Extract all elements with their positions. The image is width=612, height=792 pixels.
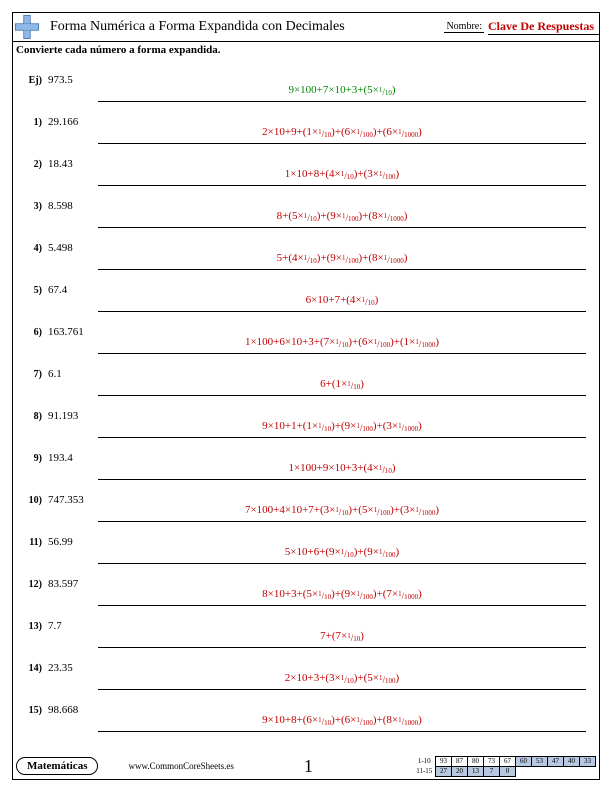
answer-line: 6+(1×1/10) xyxy=(98,378,586,396)
problem-label: 13) xyxy=(18,621,42,648)
problem-row: 8)91.1939×10+1+(1×1/10)+(9×1/100)+(3×1/1… xyxy=(18,396,586,438)
score-cell: 60 xyxy=(516,756,532,766)
problem-label: 8) xyxy=(18,411,42,438)
problem-row: 5)67.46×10+7+(4×1/10) xyxy=(18,270,586,312)
score-cell: 7 xyxy=(484,766,500,776)
page-number: 1 xyxy=(304,756,313,777)
answer-line: 2×10+3+(3×1/10)+(5×1/100) xyxy=(98,672,586,690)
problem-label: 6) xyxy=(18,327,42,354)
problem-number: 18.43 xyxy=(42,158,98,186)
source-url: www.CommonCoreSheets.es xyxy=(128,761,233,771)
answer-line: 9×10+1+(1×1/10)+(9×1/100)+(3×1/1000) xyxy=(98,420,586,438)
score-cell: 67 xyxy=(500,756,516,766)
score-row-label: 11-15 xyxy=(414,766,436,776)
problem-number: 83.597 xyxy=(42,578,98,606)
answer-line: 1×100+6×10+3+(7×1/10)+(6×1/100)+(1×1/100… xyxy=(98,336,586,354)
problem-label: 15) xyxy=(18,705,42,732)
problem-row: 15)98.6689×10+8+(6×1/10)+(6×1/100)+(8×1/… xyxy=(18,690,586,732)
problem-list: Ej)973.59×100+7×10+3+(5×1/10)1)29.1662×1… xyxy=(18,60,586,732)
problem-row: 12)83.5978×10+3+(5×1/10)+(9×1/100)+(7×1/… xyxy=(18,564,586,606)
problem-label: 2) xyxy=(18,159,42,186)
problem-row: 1)29.1662×10+9+(1×1/10)+(6×1/100)+(6×1/1… xyxy=(18,102,586,144)
score-cell: 13 xyxy=(468,766,484,776)
problem-label: 5) xyxy=(18,285,42,312)
problem-label: 4) xyxy=(18,243,42,270)
score-cell: 40 xyxy=(564,756,580,766)
problem-number: 193.4 xyxy=(42,452,98,480)
name-label: Nombre: xyxy=(444,21,484,33)
score-cell: 93 xyxy=(436,756,452,766)
problem-row: 14)23.352×10+3+(3×1/10)+(5×1/100) xyxy=(18,648,586,690)
problem-number: 5.498 xyxy=(42,242,98,270)
score-grid: 1-1093878073676053474033 11-1527201370 xyxy=(414,756,597,777)
answer-line: 6×10+7+(4×1/10) xyxy=(98,294,586,312)
problem-number: 56.99 xyxy=(42,536,98,564)
problem-row: 11)56.995×10+6+(9×1/10)+(9×1/100) xyxy=(18,522,586,564)
problem-number: 6.1 xyxy=(42,368,98,396)
problem-row: 7)6.16+(1×1/10) xyxy=(18,354,586,396)
score-cell: 87 xyxy=(452,756,468,766)
answer-line: 8+(5×1/10)+(9×1/100)+(8×1/1000) xyxy=(98,210,586,228)
score-cell: 80 xyxy=(468,756,484,766)
problem-row: 3)8.5988+(5×1/10)+(9×1/100)+(8×1/1000) xyxy=(18,186,586,228)
answer-line: 5+(4×1/10)+(9×1/100)+(8×1/1000) xyxy=(98,252,586,270)
answer-line: 1×10+8+(4×1/10)+(3×1/100) xyxy=(98,168,586,186)
problem-label: 10) xyxy=(18,495,42,522)
answer-key-label: Clave De Respuestas xyxy=(488,19,600,35)
answer-line: 7×100+4×10+7+(3×1/10)+(5×1/100)+(3×1/100… xyxy=(98,504,586,522)
answer-line: 7+(7×1/10) xyxy=(98,630,586,648)
problem-number: 23.35 xyxy=(42,662,98,690)
problem-label: 7) xyxy=(18,369,42,396)
problem-number: 29.166 xyxy=(42,116,98,144)
score-cell: 33 xyxy=(580,756,596,766)
header: Forma Numérica a Forma Expandida con Dec… xyxy=(12,12,600,42)
problem-number: 163.761 xyxy=(42,326,98,354)
worksheet-title: Forma Numérica a Forma Expandida con Dec… xyxy=(42,19,444,35)
problem-label: 12) xyxy=(18,579,42,606)
score-cell: 27 xyxy=(436,766,452,776)
problem-row: 9)193.41×100+9×10+3+(4×1/10) xyxy=(18,438,586,480)
problem-label: 3) xyxy=(18,201,42,228)
score-cell: 20 xyxy=(452,766,468,776)
answer-line: 9×10+8+(6×1/10)+(6×1/100)+(8×1/1000) xyxy=(98,714,586,732)
score-cell: 47 xyxy=(548,756,564,766)
problem-label: 14) xyxy=(18,663,42,690)
answer-line: 9×100+7×10+3+(5×1/10) xyxy=(98,84,586,102)
plus-logo-icon xyxy=(12,12,42,42)
answer-line: 5×10+6+(9×1/10)+(9×1/100) xyxy=(98,546,586,564)
problem-row: 10)747.3537×100+4×10+7+(3×1/10)+(5×1/100… xyxy=(18,480,586,522)
problem-number: 91.193 xyxy=(42,410,98,438)
problem-label: 1) xyxy=(18,117,42,144)
score-cell: 53 xyxy=(532,756,548,766)
problem-label: 11) xyxy=(18,537,42,564)
problem-number: 67.4 xyxy=(42,284,98,312)
problem-number: 8.598 xyxy=(42,200,98,228)
footer: Matemáticas www.CommonCoreSheets.es 1 1-… xyxy=(16,754,596,778)
problem-row: 13)7.77+(7×1/10) xyxy=(18,606,586,648)
problem-number: 7.7 xyxy=(42,620,98,648)
problem-row: Ej)973.59×100+7×10+3+(5×1/10) xyxy=(18,60,586,102)
score-row-label: 1-10 xyxy=(414,756,436,766)
answer-line: 1×100+9×10+3+(4×1/10) xyxy=(98,462,586,480)
problem-row: 6)163.7611×100+6×10+3+(7×1/10)+(6×1/100)… xyxy=(18,312,586,354)
problem-row: 2)18.431×10+8+(4×1/10)+(3×1/100) xyxy=(18,144,586,186)
instruction-text: Convierte cada número a forma expandida. xyxy=(16,44,221,56)
answer-line: 8×10+3+(5×1/10)+(9×1/100)+(7×1/1000) xyxy=(98,588,586,606)
problem-label: Ej) xyxy=(18,75,42,102)
problem-number: 973.5 xyxy=(42,74,98,102)
problem-number: 98.668 xyxy=(42,704,98,732)
subject-badge: Matemáticas xyxy=(16,757,98,775)
problem-label: 9) xyxy=(18,453,42,480)
score-cell: 73 xyxy=(484,756,500,766)
score-cell: 0 xyxy=(500,766,516,776)
answer-line: 2×10+9+(1×1/10)+(6×1/100)+(6×1/1000) xyxy=(98,126,586,144)
problem-number: 747.353 xyxy=(42,494,98,522)
problem-row: 4)5.4985+(4×1/10)+(9×1/100)+(8×1/1000) xyxy=(18,228,586,270)
